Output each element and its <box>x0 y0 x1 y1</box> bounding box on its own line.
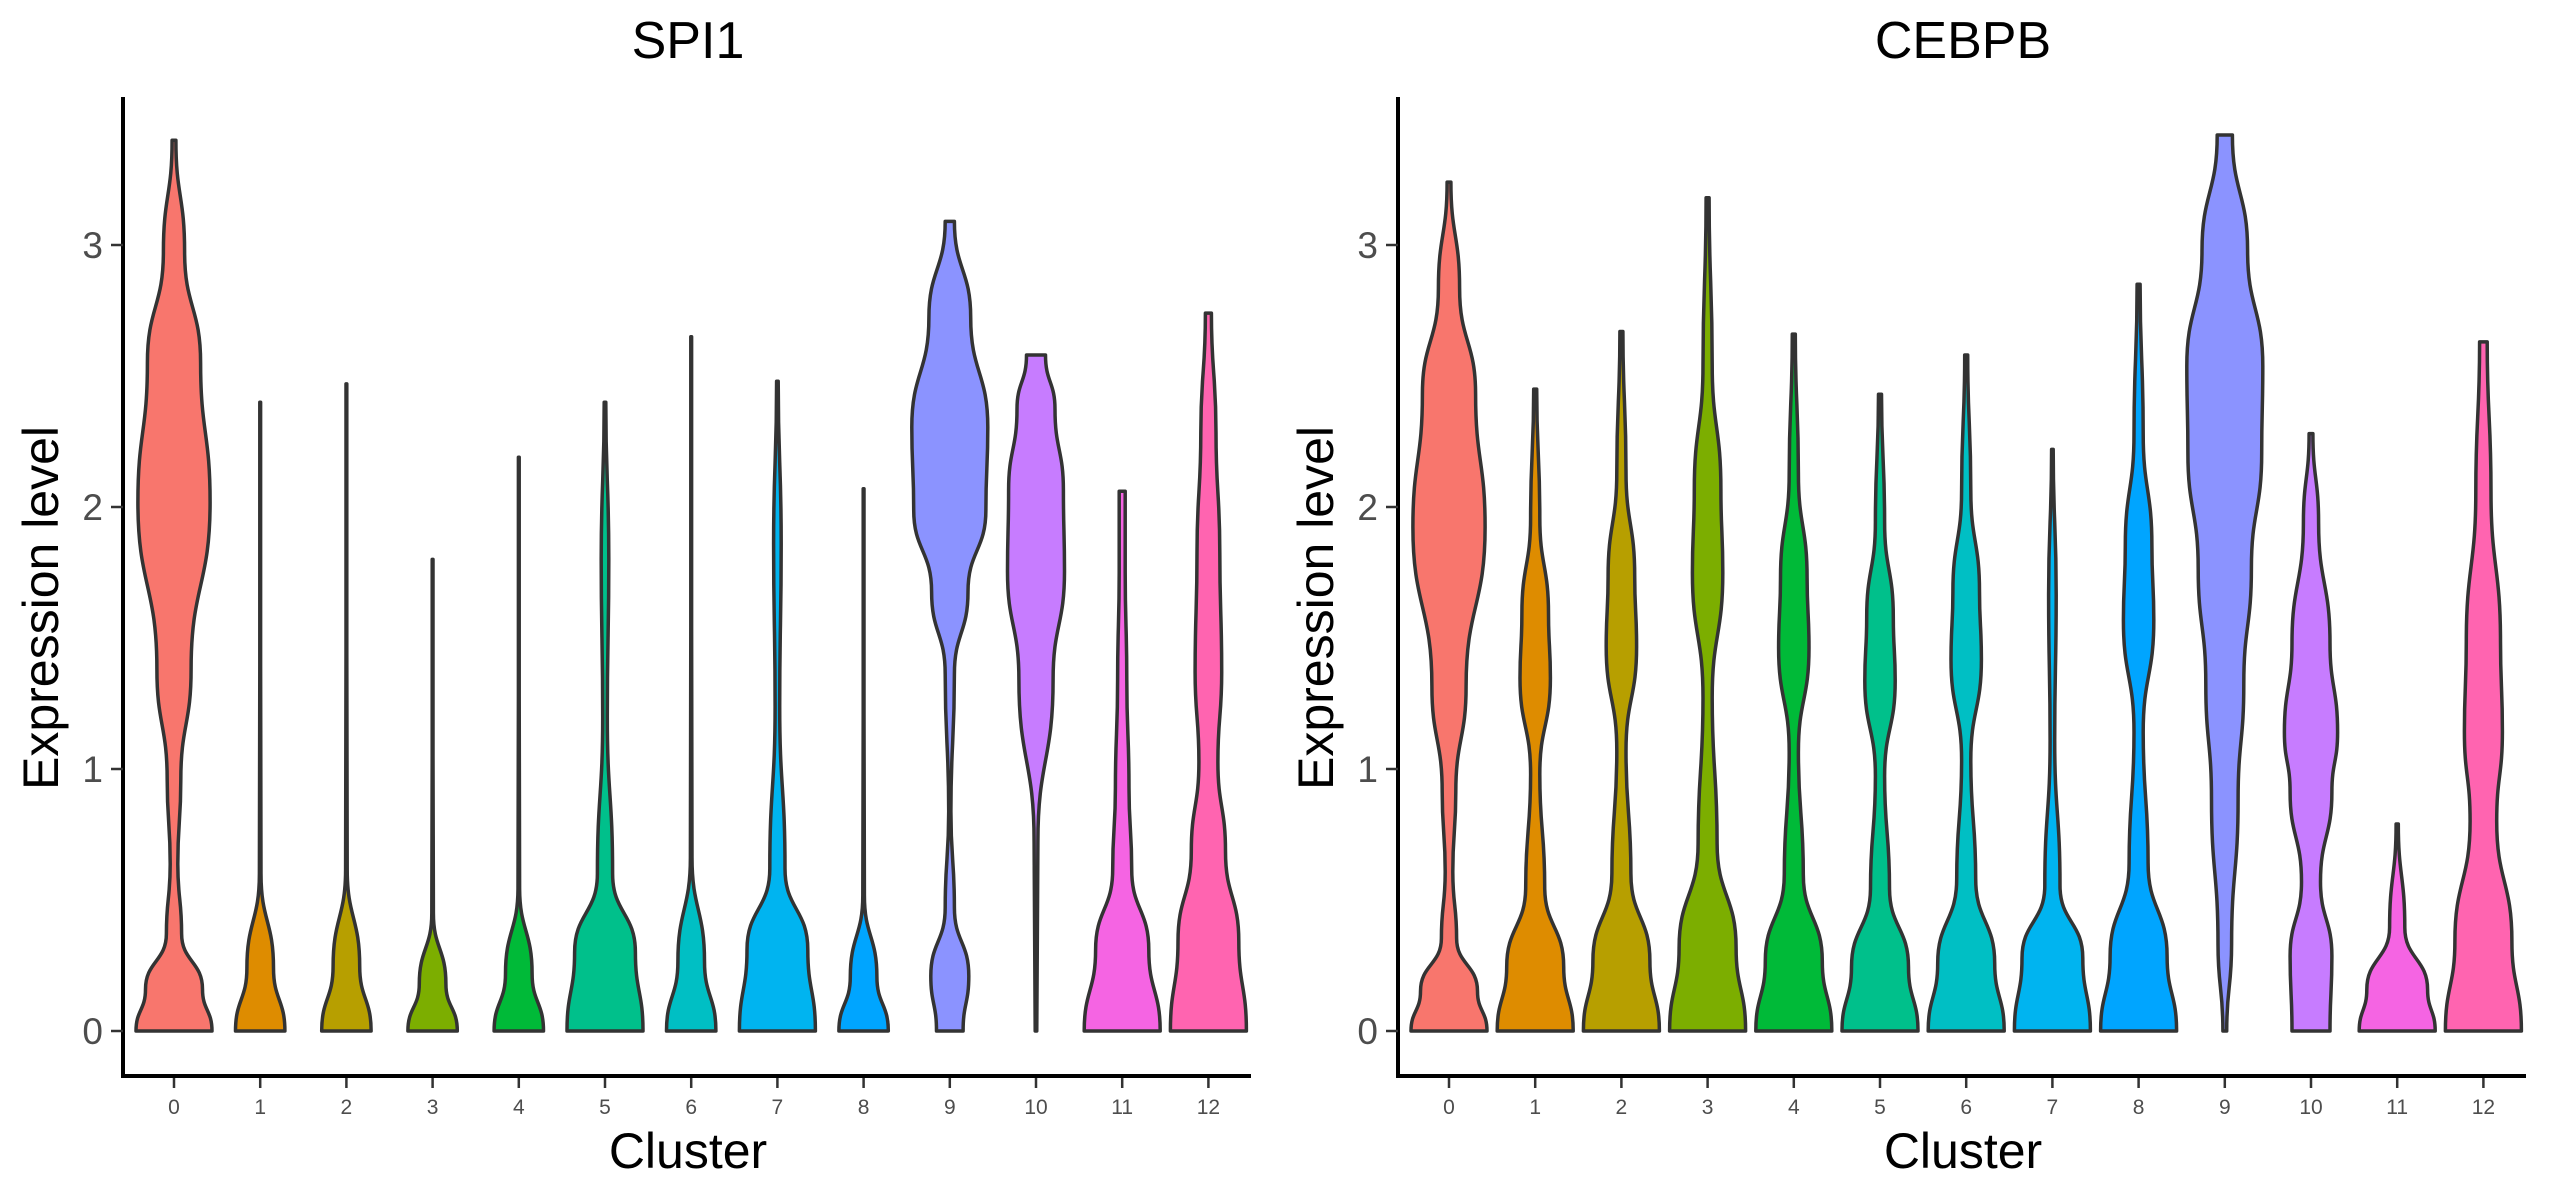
x-tick-label: 12 <box>1197 1096 1220 1119</box>
y-tick-label: 0 <box>82 1011 103 1052</box>
x-tick-label: 8 <box>2133 1096 2145 1119</box>
violin-cluster-5 <box>1840 392 1920 1033</box>
violin-cluster-8 <box>2098 282 2179 1033</box>
violin-cluster-1 <box>233 400 287 1033</box>
x-tick-label: 3 <box>427 1096 439 1119</box>
violin-cluster-11 <box>2357 822 2437 1033</box>
y-tick-label: 2 <box>1357 487 1378 528</box>
x-tick-label: 8 <box>858 1096 870 1119</box>
x-tick-label: 6 <box>685 1096 697 1119</box>
violin-cluster-2 <box>319 382 373 1033</box>
violin-cluster-12 <box>1168 311 1249 1033</box>
x-tick-label: 12 <box>2472 1096 2495 1119</box>
x-axis-ticks: 0 1 2 3 4 5 6 7 8 9 10 11 12 <box>168 1078 1220 1119</box>
violin-cluster-7 <box>2012 447 2093 1033</box>
x-axis-title: Cluster <box>609 1123 767 1179</box>
violin-cluster-12 <box>2443 340 2524 1033</box>
x-tick-label: 4 <box>1788 1096 1800 1119</box>
violin-cluster-10 <box>1005 353 1067 1033</box>
x-tick-label: 11 <box>2386 1096 2408 1119</box>
y-tick-label: 2 <box>82 487 103 528</box>
y-axis-ticks: 0 1 2 3 <box>82 225 123 1052</box>
panel-title: SPI1 <box>632 12 745 70</box>
x-axis-title: Cluster <box>1884 1123 2042 1179</box>
x-tick-label: 10 <box>2299 1096 2322 1119</box>
violin-cluster-3 <box>1667 196 1748 1033</box>
x-tick-label: 4 <box>513 1096 525 1119</box>
violin-cluster-8 <box>837 486 891 1033</box>
violin-cluster-9 <box>2185 133 2265 1033</box>
x-tick-label: 2 <box>341 1096 353 1119</box>
x-tick-label: 1 <box>1529 1096 1541 1119</box>
x-tick-label: 7 <box>772 1096 784 1119</box>
violin-cluster-4 <box>492 455 546 1033</box>
x-tick-label: 0 <box>168 1096 180 1119</box>
violin-cluster-10 <box>2282 431 2340 1033</box>
x-tick-label: 10 <box>1024 1096 1047 1119</box>
x-tick-label: 5 <box>599 1096 611 1119</box>
violin-cluster-0 <box>1409 180 1489 1033</box>
violin-cluster-1 <box>1495 387 1575 1033</box>
y-axis-ticks: 0 1 2 3 <box>1357 225 1398 1052</box>
violin-cluster-4 <box>1754 332 1834 1033</box>
x-tick-label: 9 <box>2219 1096 2231 1119</box>
violin-cluster-2 <box>1581 329 1662 1033</box>
x-tick-label: 1 <box>254 1096 266 1119</box>
violin-cluster-3 <box>406 557 460 1033</box>
y-tick-label: 3 <box>1357 225 1378 266</box>
x-axis-ticks: 0 1 2 3 4 5 6 7 8 9 10 11 12 <box>1443 1078 2495 1119</box>
x-tick-label: 3 <box>1702 1096 1714 1119</box>
violin-cluster-7 <box>737 379 818 1033</box>
violin-cluster-0 <box>134 138 214 1033</box>
panel-title: CEBPB <box>1875 12 2051 70</box>
x-tick-label: 5 <box>1874 1096 1886 1119</box>
y-tick-label: 0 <box>1357 1011 1378 1052</box>
violin-cluster-9 <box>910 219 990 1033</box>
x-tick-label: 9 <box>944 1096 956 1119</box>
violin-cluster-11 <box>1082 489 1162 1033</box>
y-axis-title: Expression level <box>1288 426 1344 790</box>
x-tick-label: 7 <box>2047 1096 2059 1119</box>
violin-cluster-6 <box>1926 353 2006 1033</box>
y-tick-label: 3 <box>82 225 103 266</box>
x-tick-label: 2 <box>1616 1096 1628 1119</box>
y-tick-label: 1 <box>82 749 103 790</box>
y-axis-title: Expression level <box>13 426 69 790</box>
x-tick-label: 11 <box>1111 1096 1133 1119</box>
violin-cluster-5 <box>565 400 645 1033</box>
x-tick-label: 6 <box>1960 1096 1972 1119</box>
violin-cluster-6 <box>664 334 718 1033</box>
y-tick-label: 1 <box>1357 749 1378 790</box>
x-tick-label: 0 <box>1443 1096 1455 1119</box>
violin-group <box>1409 133 2524 1033</box>
violin-group <box>134 138 1249 1033</box>
